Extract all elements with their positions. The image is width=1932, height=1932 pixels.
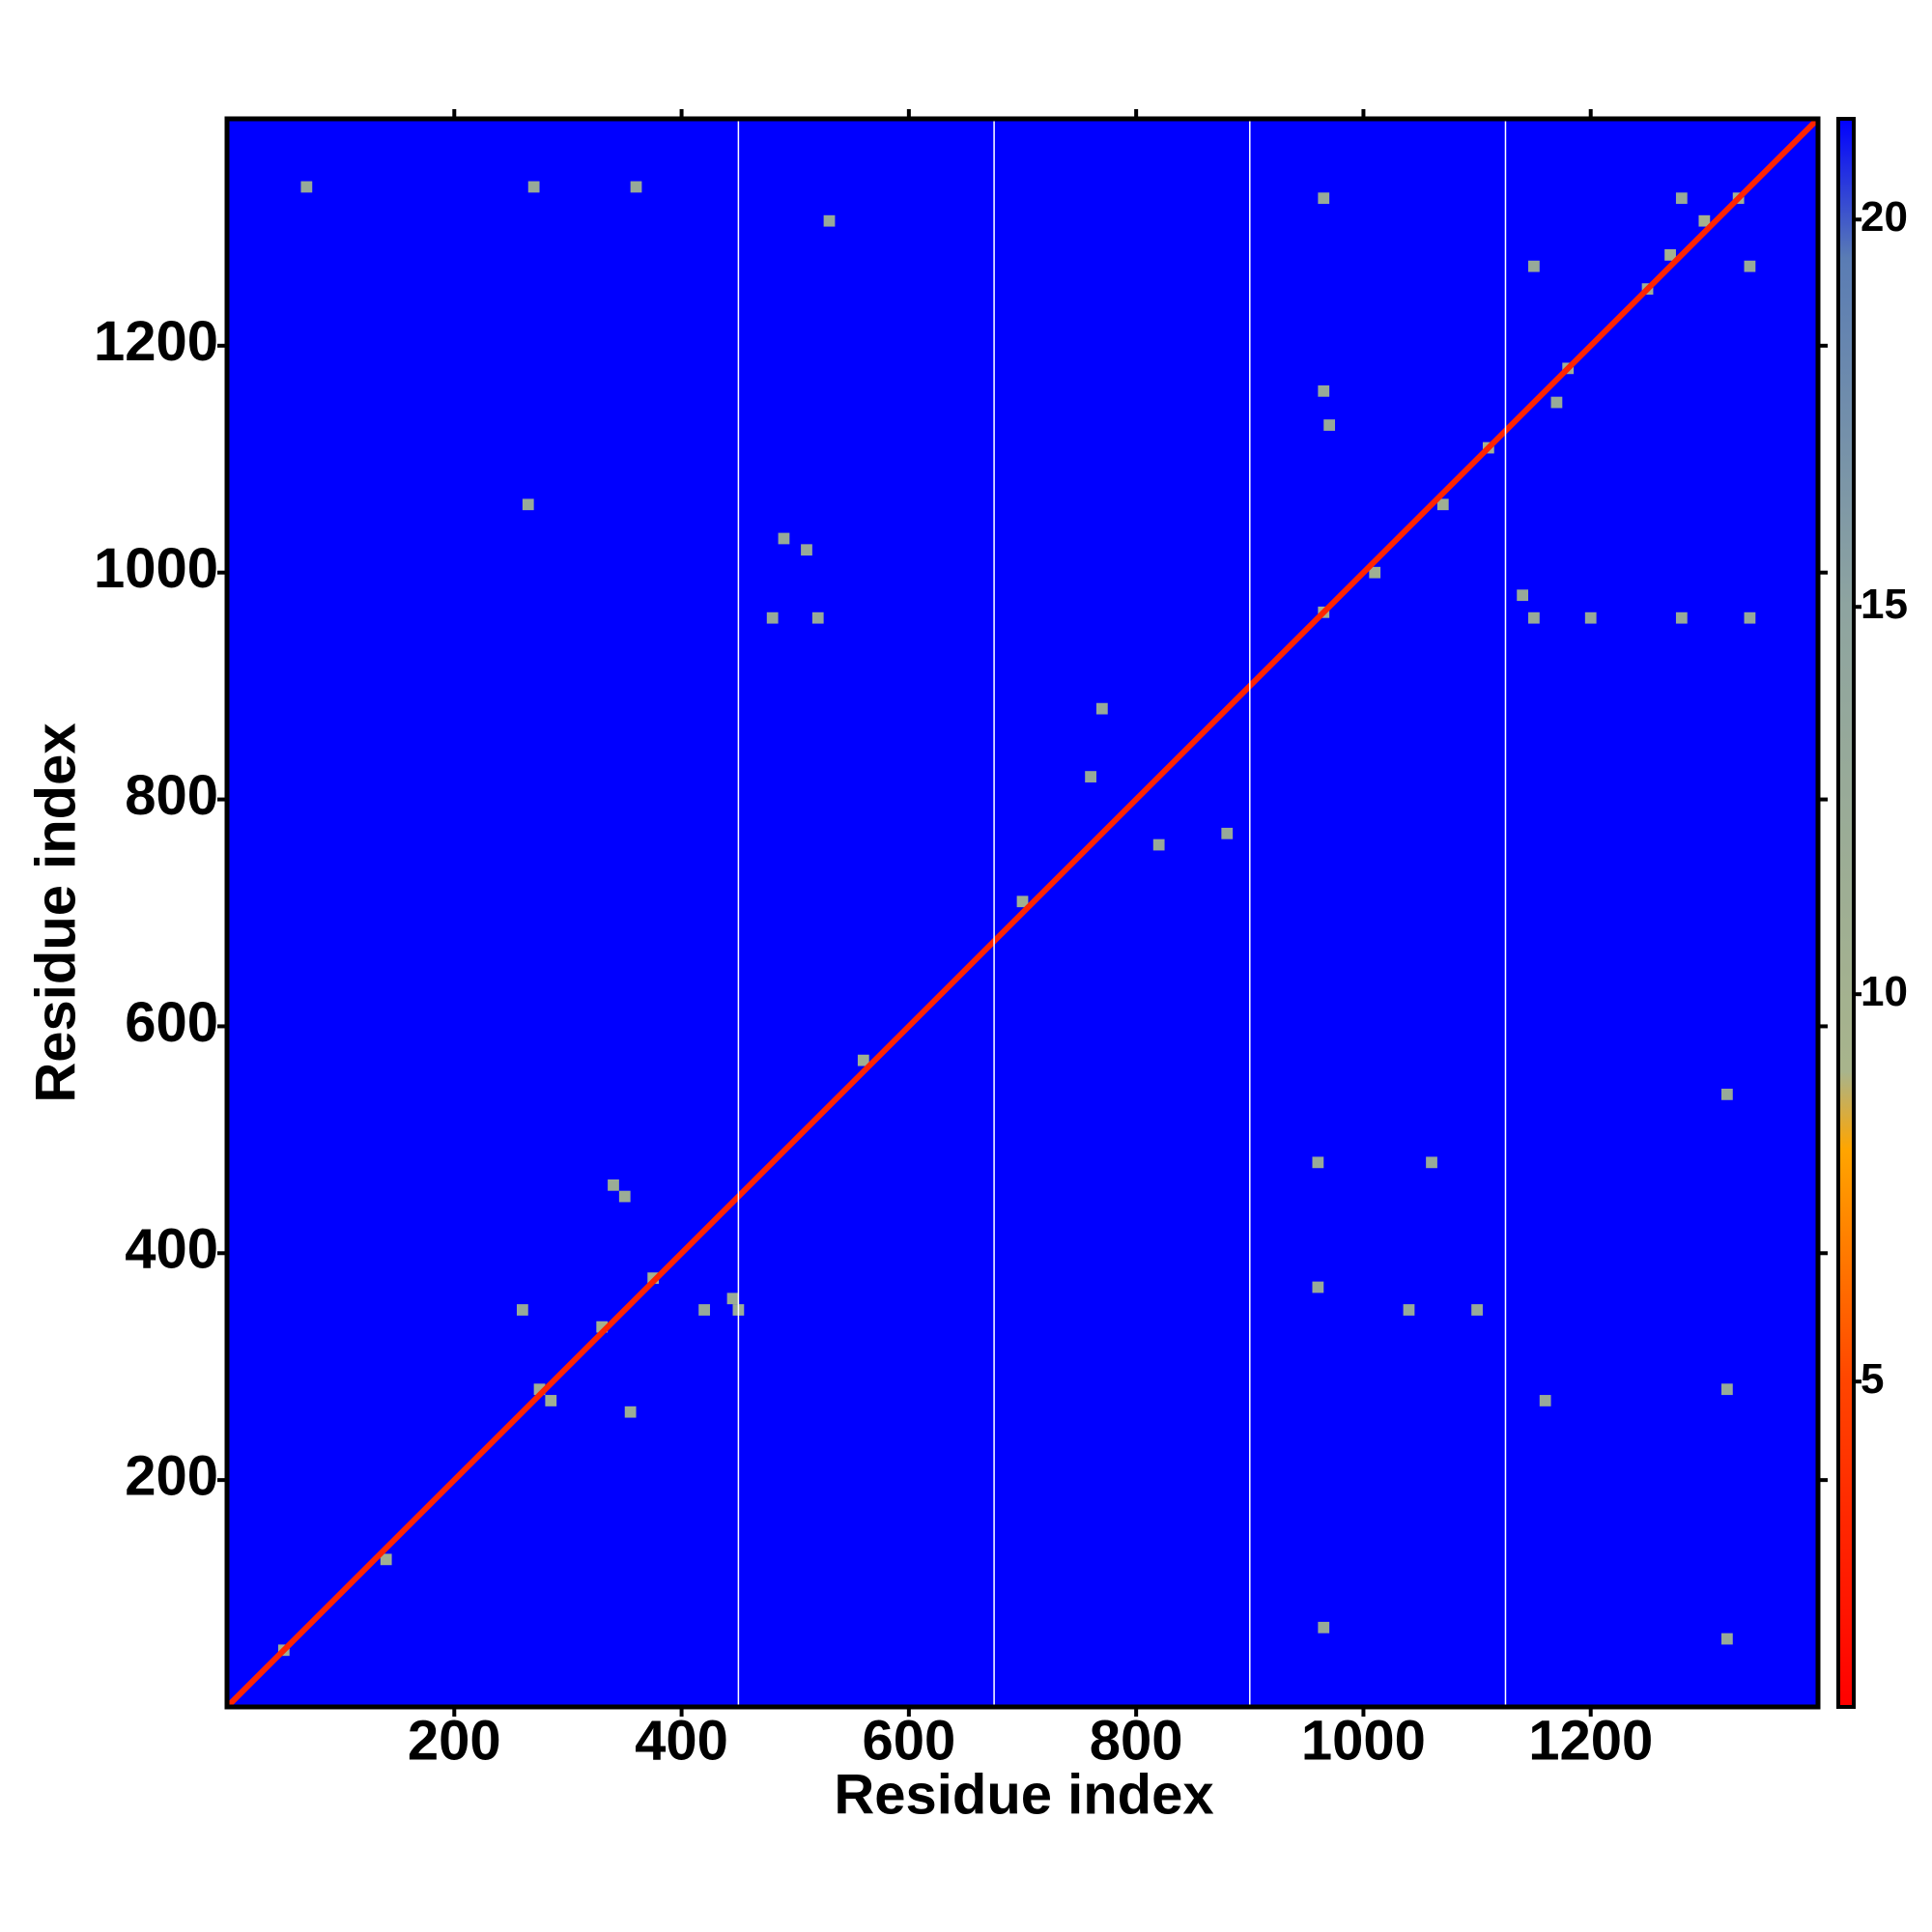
heatmap-cell — [1675, 611, 1688, 624]
heatmap-cell — [1369, 566, 1381, 579]
heatmap-cell — [1664, 249, 1676, 261]
x-tick-label: 400 — [635, 1709, 728, 1772]
colorbar-tick-label: 5 — [1861, 1355, 1884, 1403]
heatmap-cell — [726, 1293, 739, 1305]
heatmap-cell — [1221, 827, 1234, 839]
colorbar-tick-label: 10 — [1861, 968, 1908, 1015]
heatmap-cell — [1312, 1156, 1324, 1169]
heatmap-cell — [1744, 260, 1756, 272]
x-axis-title: Residue index — [834, 1763, 1213, 1826]
heatmap-cell — [624, 1406, 637, 1418]
heatmap-cell — [545, 1395, 557, 1406]
heatmap-cell — [1471, 1304, 1483, 1316]
heatmap-cell — [1528, 260, 1540, 272]
x-tick-label: 600 — [862, 1709, 955, 1772]
colorbar-tick-label: 15 — [1861, 581, 1908, 628]
heatmap-cell — [1095, 702, 1108, 715]
heatmap-cell — [1016, 895, 1029, 908]
heatmap-cell — [380, 1553, 392, 1566]
diagonal — [224, 116, 1821, 1710]
y-tick-label: 200 — [125, 1444, 218, 1507]
y-tick-label: 1000 — [94, 537, 218, 600]
x-tick-label: 800 — [1090, 1709, 1183, 1772]
colorbar — [1836, 117, 1856, 1709]
heatmap-cell — [1550, 396, 1563, 409]
heatmap-cell — [1426, 1156, 1437, 1169]
heatmap-cell — [1318, 192, 1330, 205]
heatmap-cell — [1085, 771, 1096, 782]
heatmap-cell — [618, 1190, 631, 1203]
heatmap-cell — [766, 611, 779, 624]
heatmap-cell — [1744, 611, 1756, 624]
y-tick-label: 800 — [125, 764, 218, 827]
x-tick-label: 1000 — [1301, 1709, 1426, 1772]
heatmap-cell — [1721, 1089, 1733, 1100]
heatmap-cell — [1436, 498, 1449, 511]
heatmap-cell — [778, 532, 790, 545]
heatmap-cell — [1403, 1304, 1415, 1316]
x-tick-label: 200 — [408, 1709, 501, 1772]
heatmap-cell — [533, 1383, 546, 1396]
heatmap-cell — [1698, 214, 1711, 227]
heatmap-cell — [300, 181, 313, 193]
plot-frame — [224, 116, 1821, 1710]
heatmap-cell — [811, 611, 824, 624]
y-tick-label: 400 — [125, 1218, 218, 1281]
heatmap-cell — [516, 1304, 528, 1316]
heatmap-cell — [1323, 419, 1336, 431]
colorbar-tick-label: 20 — [1861, 193, 1908, 241]
heatmap-cell — [801, 544, 812, 556]
heatmap-cell — [630, 181, 642, 193]
heatmap-cell — [698, 1304, 710, 1316]
heatmap-cell — [1721, 1383, 1733, 1396]
heatmap-cell — [1517, 589, 1529, 602]
heatmap-cell — [1584, 611, 1597, 624]
x-tick-label: 1200 — [1528, 1709, 1653, 1772]
y-axis-title: Residue index — [24, 723, 87, 1102]
heatmap-cell — [1675, 192, 1688, 205]
heatmap-cell — [1312, 1281, 1324, 1293]
y-tick-label: 1200 — [94, 310, 218, 373]
heatmap-cell — [1318, 384, 1330, 397]
heatmap-cell — [1318, 1621, 1330, 1634]
heatmap-cell — [608, 1179, 619, 1191]
heatmap-cell — [1539, 1395, 1551, 1406]
heatmap-cell — [522, 498, 534, 511]
heatmap-cell — [1528, 611, 1540, 624]
y-tick-label: 600 — [125, 991, 218, 1054]
heatmap-cell — [823, 214, 836, 227]
heatmap-cell — [1721, 1633, 1733, 1645]
heatmap-cell — [596, 1321, 609, 1333]
heatmap-cell — [527, 181, 540, 193]
heatmap-cell — [857, 1054, 869, 1066]
heatmap-cell — [1152, 838, 1165, 851]
